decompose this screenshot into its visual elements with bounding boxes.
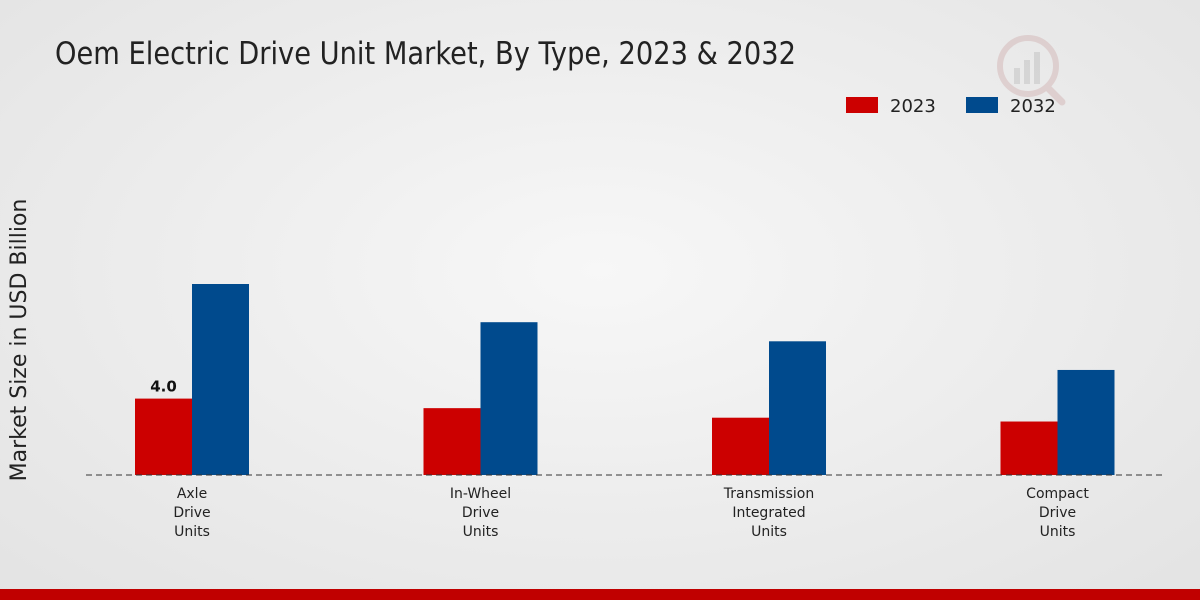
brand-logo-icon [997, 35, 1066, 106]
x-tick-labels: Axle Drive Units In-Wheel Drive Units Transmis… [173, 486, 1089, 540]
chart-title: Oem Electric Drive Unit Market, By Type,… [55, 36, 796, 72]
legend-swatch-2032 [966, 97, 998, 113]
bar-2032-3 [1057, 369, 1115, 475]
bar-2032-1 [480, 322, 538, 475]
bar-2023-3 [1000, 421, 1058, 475]
legend-label-2023: 2023 [890, 96, 936, 117]
bar-2023-2 [712, 417, 769, 475]
x-tick-label-2: Transmission Integrated Units [723, 486, 814, 540]
bar-2023-0 [135, 398, 192, 475]
x-tick-label-0: Axle Drive Units [173, 486, 210, 540]
bar-2023-1 [423, 408, 481, 475]
data-labels: 4.0 [150, 378, 177, 396]
bottom-accent-bar [0, 589, 1200, 600]
bar-2032-0 [192, 284, 249, 475]
bars-group [135, 284, 1115, 475]
legend-label-2032: 2032 [1010, 96, 1056, 117]
data-label-0: 4.0 [150, 378, 177, 396]
x-tick-label-1: In-Wheel Drive Units [450, 486, 511, 540]
legend-swatch-2023 [846, 97, 878, 113]
x-tick-label-3: Compact Drive Units [1026, 486, 1089, 540]
bar-2032-2 [769, 341, 826, 475]
legend: 2023 2032 [846, 96, 1056, 117]
y-axis-title: Market Size in USD Billion [7, 199, 32, 482]
